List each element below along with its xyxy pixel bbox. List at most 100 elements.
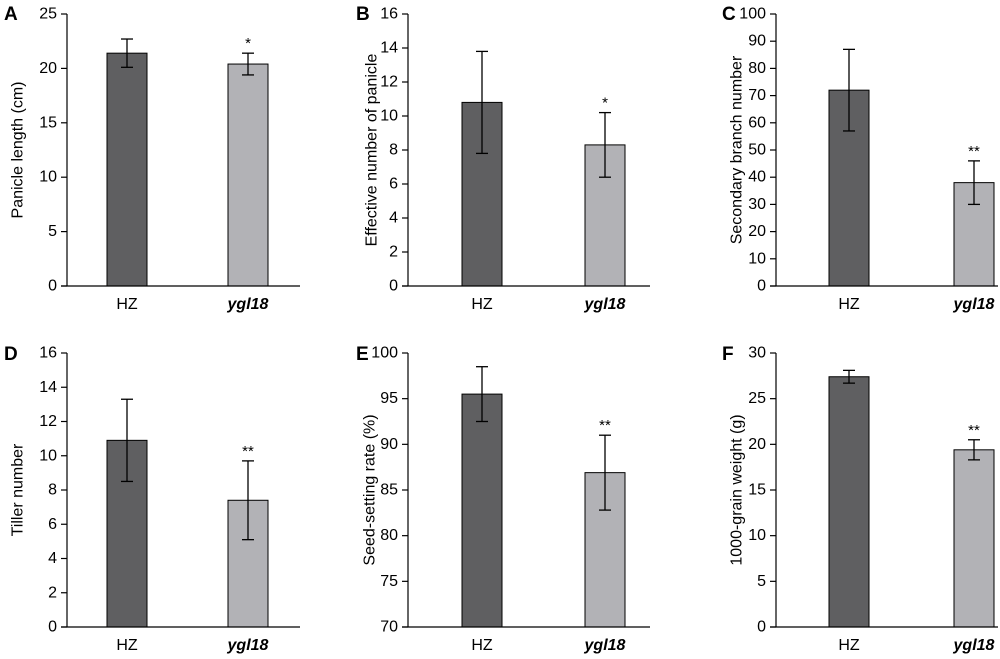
y-tick-label: 90 xyxy=(380,436,398,453)
y-tick-label: 30 xyxy=(748,196,766,213)
y-tick-label: 6 xyxy=(389,176,398,193)
category-label: HZ xyxy=(838,296,860,313)
y-tick-label: 100 xyxy=(371,345,398,362)
error-bar xyxy=(599,434,611,511)
panel-letter: F xyxy=(722,344,734,365)
y-tick-label: 10 xyxy=(380,108,398,125)
y-tick-label: 12 xyxy=(380,74,398,91)
y-tick-label: 50 xyxy=(748,142,766,159)
significance-marker: ** xyxy=(242,443,254,460)
y-tick-label: 10 xyxy=(39,169,57,186)
category-label: HZ xyxy=(471,296,493,313)
error-bar xyxy=(242,52,254,76)
y-tick-label: 16 xyxy=(380,6,398,23)
category-label: ygl18 xyxy=(227,296,269,313)
y-tick-label: 0 xyxy=(757,278,766,295)
y-tick-label: 2 xyxy=(389,244,398,261)
y-tick-label: 15 xyxy=(39,114,57,131)
y-tick-label: 20 xyxy=(748,223,766,240)
y-tick-label: 70 xyxy=(748,87,766,104)
error-bar xyxy=(242,460,254,541)
y-tick-label: 20 xyxy=(748,436,766,453)
y-tick-label: 70 xyxy=(380,619,398,636)
chart-panel-a: A Panicle length (cm) HZ * ygl18 0 5 10 15 20 25 xyxy=(4,4,300,313)
y-tick-label: 30 xyxy=(748,345,766,362)
significance-marker: * xyxy=(245,35,251,52)
y-tick-label: 0 xyxy=(389,278,398,295)
error-bar xyxy=(121,398,133,483)
bar-hz xyxy=(828,376,870,628)
error-bar xyxy=(121,38,133,68)
y-tick-label: 16 xyxy=(39,345,57,362)
y-tick-label: 80 xyxy=(380,527,398,544)
panel-letter: A xyxy=(4,4,18,25)
y-tick-label: 10 xyxy=(748,527,766,544)
category-label: ygl18 xyxy=(584,637,626,654)
y-tick-label: 8 xyxy=(389,142,398,159)
significance-marker: * xyxy=(602,95,608,112)
y-tick-label: 0 xyxy=(48,619,57,636)
error-bar xyxy=(599,111,611,178)
y-tick-label: 80 xyxy=(748,60,766,77)
significance-marker: ** xyxy=(599,417,611,434)
y-tick-label: 5 xyxy=(48,223,57,240)
y-tick-label: 14 xyxy=(380,40,398,57)
panel-letter: C xyxy=(722,4,736,25)
y-tick-label: 90 xyxy=(748,33,766,50)
y-axis-label: Panicle length (cm) xyxy=(10,82,27,219)
panel-letter: B xyxy=(356,4,370,25)
panel-letter: D xyxy=(4,344,18,365)
category-label: ygl18 xyxy=(584,296,626,313)
y-tick-label: 4 xyxy=(389,210,398,227)
category-label: HZ xyxy=(838,637,860,654)
category-label: ygl18 xyxy=(953,637,995,654)
y-axis-label: 1000-grain weight (g) xyxy=(729,414,746,565)
y-tick-label: 25 xyxy=(39,6,57,23)
bar-hz xyxy=(106,52,148,287)
category-label: ygl18 xyxy=(953,296,995,313)
y-axis-label: Secondary branch number xyxy=(729,55,746,244)
y-tick-label: 0 xyxy=(757,619,766,636)
category-label: HZ xyxy=(116,637,138,654)
y-tick-label: 40 xyxy=(748,169,766,186)
category-label: HZ xyxy=(116,296,138,313)
panel-letter: E xyxy=(356,344,369,365)
y-tick-label: 85 xyxy=(380,482,398,499)
y-tick-label: 10 xyxy=(39,447,57,464)
y-axis-label: Effective number of panicle xyxy=(364,54,381,247)
y-tick-label: 95 xyxy=(380,390,398,407)
bar-hz xyxy=(461,393,503,628)
error-bar xyxy=(843,369,855,384)
y-tick-label: 100 xyxy=(739,6,766,23)
y-tick-label: 4 xyxy=(48,550,57,567)
error-bar xyxy=(968,160,980,206)
chart-panel-c: C Secondary branch number HZ ** ygl18 0 10 20 30… xyxy=(722,4,998,313)
bar-ygl18 xyxy=(953,449,995,628)
y-axis-label: Seed-setting rate (%) xyxy=(362,414,379,565)
chart-panel-e: E Seed-setting rate (%) HZ ** ygl18 70 75 80 85 9… xyxy=(356,344,650,654)
error-bar xyxy=(968,439,980,461)
y-tick-label: 20 xyxy=(39,60,57,77)
y-tick-label: 14 xyxy=(39,379,57,396)
y-tick-label: 60 xyxy=(748,114,766,131)
category-label: ygl18 xyxy=(227,637,269,654)
significance-marker: ** xyxy=(968,143,980,160)
error-bar xyxy=(843,48,855,132)
y-tick-label: 0 xyxy=(48,278,57,295)
chart-panel-b: B Effective number of panicle HZ * ygl18 0 2 4 6… xyxy=(356,4,650,313)
y-tick-label: 8 xyxy=(48,482,57,499)
error-bar xyxy=(476,50,488,155)
bar-ygl18 xyxy=(227,63,269,287)
y-tick-label: 75 xyxy=(380,573,398,590)
y-tick-label: 10 xyxy=(748,250,766,267)
chart-panel-f: F 1000-grain weight (g) HZ ** ygl18 0 5 10 15 20 2… xyxy=(722,344,998,654)
y-tick-label: 5 xyxy=(757,573,766,590)
category-label: HZ xyxy=(471,637,493,654)
significance-marker: ** xyxy=(968,422,980,439)
chart-panel-d: D Tiller number HZ ** ygl18 0 2 4 6 8 10 12 14 16 xyxy=(4,344,300,654)
y-tick-label: 6 xyxy=(48,516,57,533)
error-bar xyxy=(476,366,488,423)
y-tick-label: 15 xyxy=(748,482,766,499)
y-tick-label: 2 xyxy=(48,584,57,601)
